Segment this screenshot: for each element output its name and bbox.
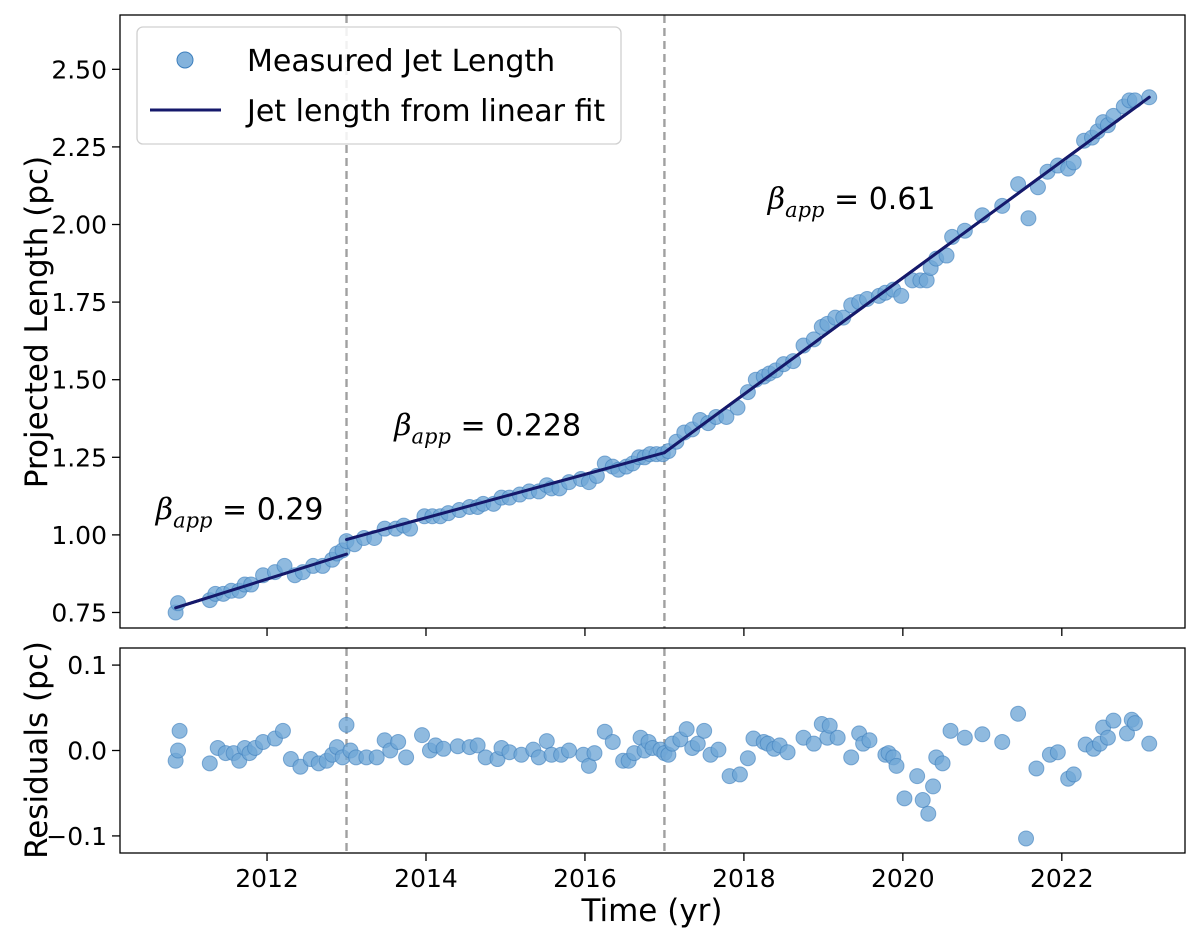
residual-point — [201, 755, 218, 772]
residual-point — [1018, 830, 1035, 847]
top-y-tick-label: 1.00 — [51, 521, 107, 550]
beta-annotation-0: βapp = 0.29 — [155, 492, 324, 532]
bottom-panel: −0.1 0.0 0.1 2012 2014 2016 2018 2020 2022 Resi… — [19, 628, 1186, 929]
residual-point — [1099, 729, 1116, 746]
top-y-tick-label: 1.75 — [51, 288, 107, 317]
residual-point — [678, 721, 695, 738]
bottom-y-axis-label: Residuals (pc) — [19, 641, 55, 859]
bottom-vertical-lines — [345, 648, 666, 853]
residual-point — [888, 757, 905, 774]
data-point — [1065, 154, 1082, 171]
residual-point — [170, 742, 187, 759]
top-y-tick-label: 2.25 — [51, 133, 107, 162]
residual-point — [561, 742, 578, 759]
x-tick-label: 2022 — [1030, 864, 1094, 893]
residual-point — [538, 733, 555, 750]
residual-point — [274, 722, 291, 739]
top-y-axis-label: Projected Length (pc) — [19, 156, 55, 488]
fit-lines — [174, 95, 1151, 610]
data-point — [893, 287, 910, 304]
legend-marker-measured — [176, 51, 194, 69]
legend-label-measured: Measured Jet Length — [247, 44, 555, 79]
top-scatter-points — [167, 89, 1158, 621]
bottom-y-tick-label: 0.0 — [67, 737, 107, 766]
x-tick-label: 2016 — [553, 864, 617, 893]
residual-point — [731, 766, 748, 783]
residual-point — [368, 749, 385, 766]
residual-point — [338, 716, 355, 733]
x-tick-label: 2018 — [712, 864, 776, 893]
residual-point — [1126, 715, 1143, 732]
top-plot-frame — [119, 14, 1186, 629]
residual-point — [843, 749, 860, 766]
residual-point — [925, 778, 942, 795]
top-y-tick-label: 2.00 — [51, 211, 107, 240]
residual-point — [696, 722, 713, 739]
residual-point — [1010, 705, 1027, 722]
residual-point — [974, 726, 991, 743]
residual-point — [994, 733, 1011, 750]
x-ticks: 2012 2014 2016 2018 2020 2022 — [235, 628, 1094, 893]
beta-annotation-1: βapp = 0.228 — [393, 409, 581, 449]
residual-point — [861, 732, 878, 749]
residual-point — [914, 792, 931, 809]
bottom-y-tick-label: −0.1 — [46, 822, 107, 851]
fit-segment-overlay-2 — [662, 95, 1151, 455]
data-point — [1020, 210, 1037, 227]
residual-points — [167, 705, 1158, 847]
fit-segment-overlay-1 — [345, 451, 666, 542]
beta-annotations: βapp = 0.29 βapp = 0.228 βapp = 0.61 — [155, 182, 936, 532]
residual-point — [604, 733, 621, 750]
residual-point — [739, 750, 756, 767]
residual-point — [956, 729, 973, 746]
bottom-y-tick-label: 0.1 — [67, 651, 107, 680]
bottom-plot-frame — [119, 647, 1186, 854]
residual-point — [909, 768, 926, 785]
legend-box — [136, 26, 622, 145]
residual-point — [805, 735, 822, 752]
residual-point — [829, 729, 846, 746]
residual-point — [934, 755, 951, 772]
residual-point — [390, 733, 407, 750]
residual-point — [710, 741, 727, 758]
top-y-tick-label: 1.50 — [51, 366, 107, 395]
x-tick-label: 2014 — [394, 864, 458, 893]
legend: Measured Jet Length Jet length from line… — [136, 26, 622, 145]
top-vertical-lines — [345, 15, 666, 628]
top-panel: 0.75 1.00 1.25 1.50 1.75 2.00 2.25 2.50 βapp = … — [19, 14, 1186, 629]
top-y-ticks: 0.75 1.00 1.25 1.50 1.75 2.00 2.25 2.50 — [51, 55, 120, 627]
residual-point — [920, 805, 937, 822]
residual-point — [469, 737, 486, 754]
residual-point — [821, 717, 838, 734]
bottom-y-ticks: −0.1 0.0 0.1 — [46, 651, 120, 851]
residual-point — [435, 740, 452, 757]
residual-point — [779, 744, 796, 761]
x-tick-label: 2020 — [871, 864, 935, 893]
residual-point — [1105, 712, 1122, 729]
residual-point — [1028, 760, 1045, 777]
beta-annotation-2: βapp = 0.61 — [767, 182, 936, 222]
top-y-tick-label: 1.25 — [51, 443, 107, 472]
residual-point — [171, 722, 188, 739]
legend-label-fit: Jet length from linear fit — [245, 94, 605, 129]
top-y-tick-label: 0.75 — [51, 598, 107, 627]
residual-point — [398, 749, 415, 766]
data-point — [938, 247, 955, 264]
residual-point — [942, 722, 959, 739]
data-point — [718, 408, 735, 425]
x-axis-label: Time (yr) — [581, 893, 723, 929]
residual-point — [1065, 766, 1082, 783]
residual-point — [1141, 735, 1158, 752]
fit-segment-overlay-0 — [174, 552, 349, 610]
residual-point — [1049, 744, 1066, 761]
residual-point — [414, 727, 431, 744]
residual-point — [896, 790, 913, 807]
residual-point — [689, 735, 706, 752]
top-y-tick-label: 2.50 — [51, 55, 107, 84]
residual-point — [586, 745, 603, 762]
x-tick-label: 2012 — [235, 864, 299, 893]
